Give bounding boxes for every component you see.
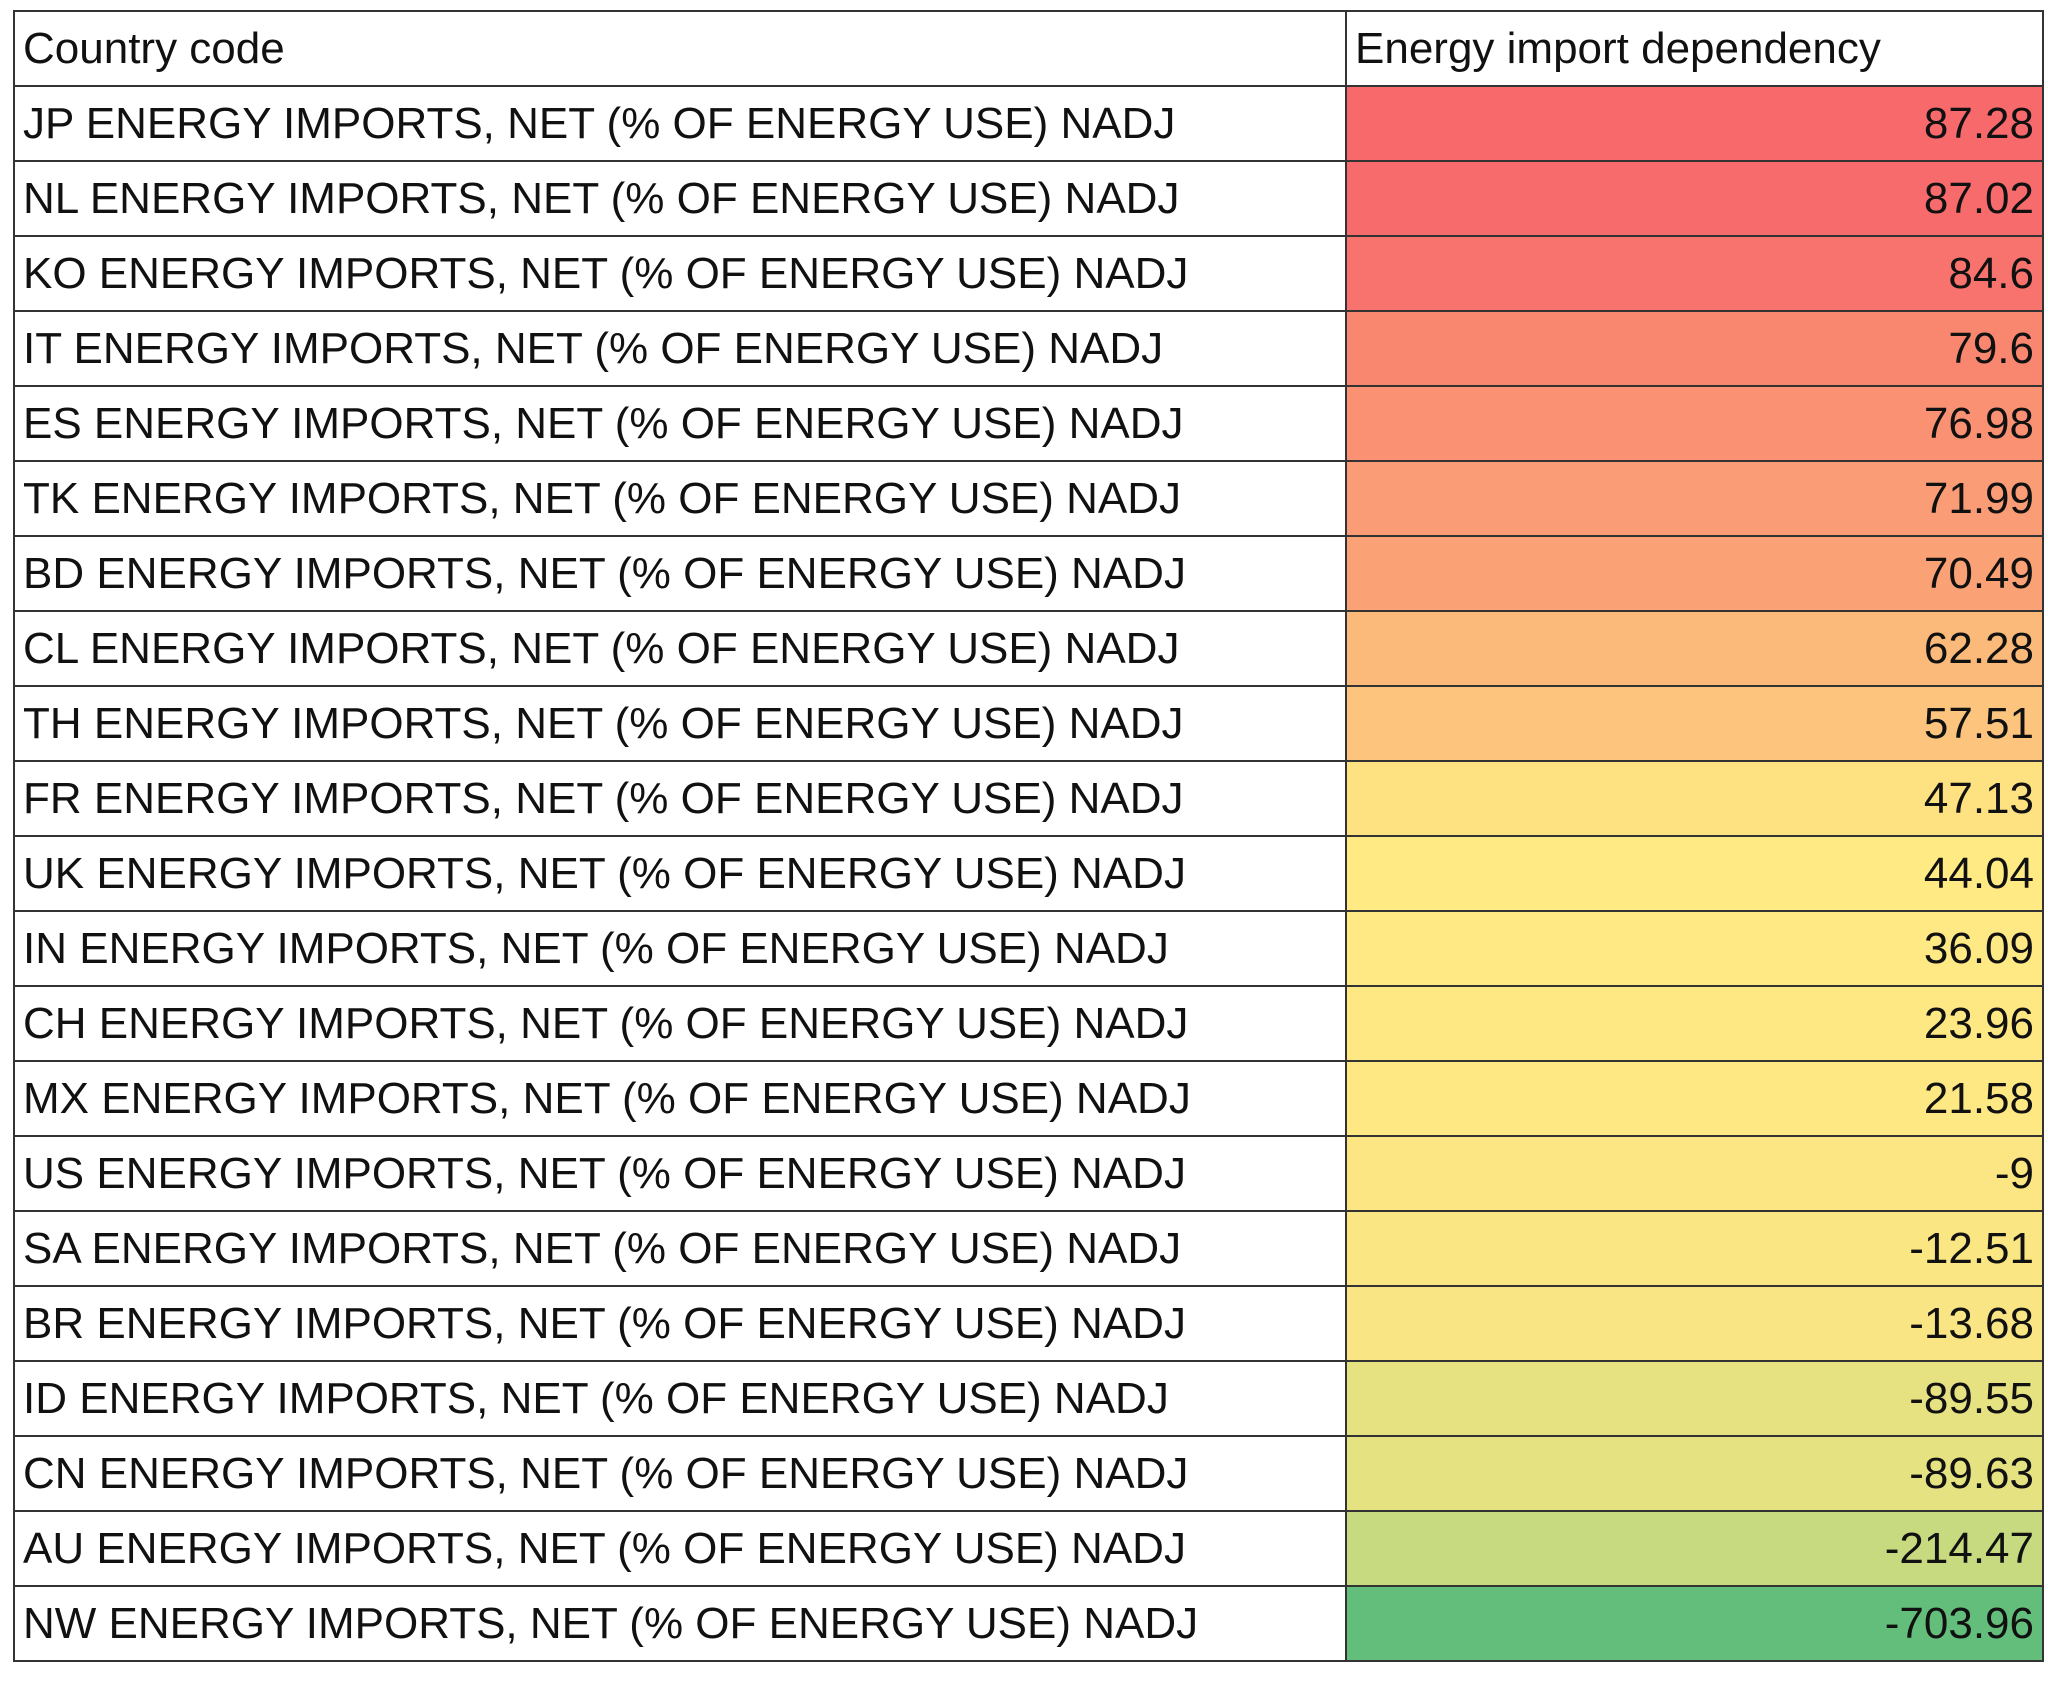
row-label: BD ENERGY IMPORTS, NET (% OF ENERGY USE)… [13,535,1347,612]
row-label: AU ENERGY IMPORTS, NET (% OF ENERGY USE)… [13,1510,1347,1587]
row-label: CN ENERGY IMPORTS, NET (% OF ENERGY USE)… [13,1435,1347,1512]
row-value: 44.04 [1345,835,2044,912]
row-value: -214.47 [1345,1510,2044,1587]
row-value: 36.09 [1345,910,2044,987]
row-value: 47.13 [1345,760,2044,837]
table-row: US ENERGY IMPORTS, NET (% OF ENERGY USE)… [13,1135,2044,1212]
row-value: 62.28 [1345,610,2044,687]
table-row: CL ENERGY IMPORTS, NET (% OF ENERGY USE)… [13,610,2044,687]
header-cell: Country code [13,10,1347,87]
row-label: JP ENERGY IMPORTS, NET (% OF ENERGY USE)… [13,85,1347,162]
table-row: KO ENERGY IMPORTS, NET (% OF ENERGY USE)… [13,235,2044,312]
row-value: -13.68 [1345,1285,2044,1362]
data-table: Country code Energy import dependency JP… [13,10,2044,1662]
row-value: 84.6 [1345,235,2044,312]
row-value: 57.51 [1345,685,2044,762]
header-row: Country code Energy import dependency [13,10,2044,87]
row-label: NL ENERGY IMPORTS, NET (% OF ENERGY USE)… [13,160,1347,237]
table-row: IN ENERGY IMPORTS, NET (% OF ENERGY USE)… [13,910,2044,987]
table-row: UK ENERGY IMPORTS, NET (% OF ENERGY USE)… [13,835,2044,912]
row-label: FR ENERGY IMPORTS, NET (% OF ENERGY USE)… [13,760,1347,837]
table-row: FR ENERGY IMPORTS, NET (% OF ENERGY USE)… [13,760,2044,837]
row-label: KO ENERGY IMPORTS, NET (% OF ENERGY USE)… [13,235,1347,312]
row-label: ID ENERGY IMPORTS, NET (% OF ENERGY USE)… [13,1360,1347,1437]
row-value: 76.98 [1345,385,2044,462]
row-label: IT ENERGY IMPORTS, NET (% OF ENERGY USE)… [13,310,1347,387]
row-value: -89.55 [1345,1360,2044,1437]
row-value: 79.6 [1345,310,2044,387]
row-value: 87.28 [1345,85,2044,162]
row-label: CL ENERGY IMPORTS, NET (% OF ENERGY USE)… [13,610,1347,687]
table-row: TH ENERGY IMPORTS, NET (% OF ENERGY USE)… [13,685,2044,762]
table-row: CN ENERGY IMPORTS, NET (% OF ENERGY USE)… [13,1435,2044,1512]
row-value: 23.96 [1345,985,2044,1062]
row-label: ES ENERGY IMPORTS, NET (% OF ENERGY USE)… [13,385,1347,462]
table-row: CH ENERGY IMPORTS, NET (% OF ENERGY USE)… [13,985,2044,1062]
row-label: IN ENERGY IMPORTS, NET (% OF ENERGY USE)… [13,910,1347,987]
table-row: BD ENERGY IMPORTS, NET (% OF ENERGY USE)… [13,535,2044,612]
header-cell: Energy import dependency [1345,10,2044,87]
table-row: NL ENERGY IMPORTS, NET (% OF ENERGY USE)… [13,160,2044,237]
row-value: 21.58 [1345,1060,2044,1137]
row-label: SA ENERGY IMPORTS, NET (% OF ENERGY USE)… [13,1210,1347,1287]
table-row: ES ENERGY IMPORTS, NET (% OF ENERGY USE)… [13,385,2044,462]
table-row: AU ENERGY IMPORTS, NET (% OF ENERGY USE)… [13,1510,2044,1587]
row-label: US ENERGY IMPORTS, NET (% OF ENERGY USE)… [13,1135,1347,1212]
table-row: NW ENERGY IMPORTS, NET (% OF ENERGY USE)… [13,1585,2044,1662]
row-value: 87.02 [1345,160,2044,237]
row-value: -9 [1345,1135,2044,1212]
row-value: 70.49 [1345,535,2044,612]
row-label: UK ENERGY IMPORTS, NET (% OF ENERGY USE)… [13,835,1347,912]
table-row: ID ENERGY IMPORTS, NET (% OF ENERGY USE)… [13,1360,2044,1437]
row-label: MX ENERGY IMPORTS, NET (% OF ENERGY USE)… [13,1060,1347,1137]
table-row: IT ENERGY IMPORTS, NET (% OF ENERGY USE)… [13,310,2044,387]
row-value: -12.51 [1345,1210,2044,1287]
table-row: BR ENERGY IMPORTS, NET (% OF ENERGY USE)… [13,1285,2044,1362]
table-row: SA ENERGY IMPORTS, NET (% OF ENERGY USE)… [13,1210,2044,1287]
row-value: -703.96 [1345,1585,2044,1662]
row-value: -89.63 [1345,1435,2044,1512]
table-row: TK ENERGY IMPORTS, NET (% OF ENERGY USE)… [13,460,2044,537]
table-body: JP ENERGY IMPORTS, NET (% OF ENERGY USE)… [13,85,2044,1662]
row-label: TK ENERGY IMPORTS, NET (% OF ENERGY USE)… [13,460,1347,537]
table-row: MX ENERGY IMPORTS, NET (% OF ENERGY USE)… [13,1060,2044,1137]
row-label: CH ENERGY IMPORTS, NET (% OF ENERGY USE)… [13,985,1347,1062]
row-label: BR ENERGY IMPORTS, NET (% OF ENERGY USE)… [13,1285,1347,1362]
row-label: NW ENERGY IMPORTS, NET (% OF ENERGY USE)… [13,1585,1347,1662]
row-label: TH ENERGY IMPORTS, NET (% OF ENERGY USE)… [13,685,1347,762]
row-value: 71.99 [1345,460,2044,537]
table-row: JP ENERGY IMPORTS, NET (% OF ENERGY USE)… [13,85,2044,162]
